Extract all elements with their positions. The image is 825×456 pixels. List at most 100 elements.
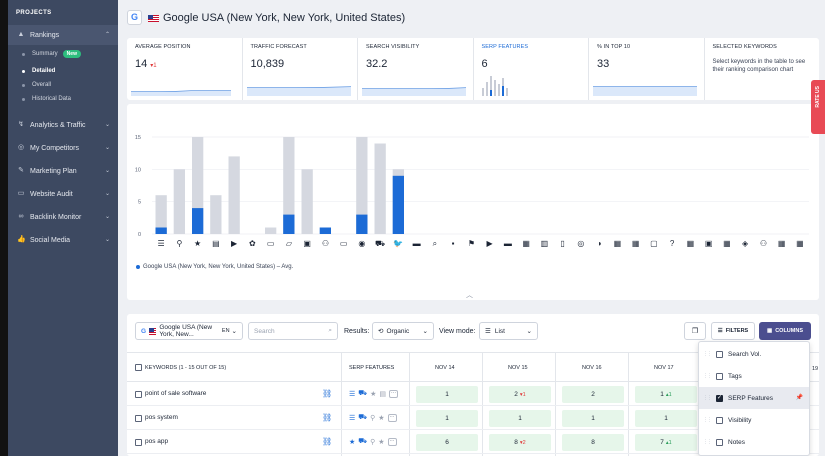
sidebar-item-social-media[interactable]: 👍 Social Media ⌄ [8, 230, 118, 250]
serp-feature-icon[interactable]: ▣ [303, 239, 311, 248]
table-row[interactable]: pos system ⛓ ☰ ⛟ ⚲ ★ ··· 1 1 1 1 [127, 407, 819, 430]
link-icon[interactable]: ⛓ [322, 413, 333, 422]
table-row[interactable]: pos app ⛓ ★ ⛟ ⚲ ★ ··· 6 8 ▾2 8 7 ▴1 [127, 431, 819, 454]
serp-feature-icon[interactable]: ★ [194, 239, 201, 248]
rate-us-tab[interactable]: RATE US [811, 80, 825, 134]
bar-avg[interactable] [356, 214, 368, 234]
more-button[interactable]: ··· [389, 389, 398, 398]
bar-total[interactable] [210, 195, 222, 234]
column-option-notes[interactable]: ⋮⋮ Notes [699, 431, 809, 453]
bar-avg[interactable] [319, 227, 331, 235]
row-checkbox[interactable] [135, 391, 142, 398]
date-header[interactable]: NOV 16 [582, 365, 602, 371]
serp-feature-icon[interactable]: ⚑ [468, 239, 475, 248]
bar-total[interactable] [301, 169, 313, 234]
serp-feature-icon[interactable]: ▦ [522, 239, 530, 248]
bar-total[interactable] [228, 156, 240, 234]
sidebar-subitem-summary[interactable]: Summary New [8, 47, 118, 61]
serp-feature-icon[interactable]: ▣ [705, 239, 713, 248]
serp-feature-icon[interactable]: ✿ [249, 239, 256, 248]
stat-serp-features[interactable]: SERP FEATURES 6 [474, 38, 589, 100]
serp-feature-icon[interactable]: ⚇ [760, 239, 767, 248]
bar-avg[interactable] [192, 208, 204, 234]
bar-total[interactable] [155, 195, 167, 234]
column-option-search-vol[interactable]: ⋮⋮ Search Vol. [699, 343, 809, 365]
chart-legend[interactable]: Google USA (New York, New York, United S… [136, 264, 293, 270]
sidebar-subitem-overall[interactable]: Overall [8, 78, 118, 92]
serp-feature-icon[interactable]: ◈ [742, 239, 749, 248]
serp-feature-icon[interactable]: ◎ [577, 239, 584, 248]
serp-feature-icon[interactable]: ? [670, 239, 675, 248]
search-input[interactable]: Search ⌕ [248, 322, 338, 340]
copy-button[interactable]: ❐ [684, 322, 706, 340]
drag-handle-icon[interactable]: ⋮⋮ [703, 439, 712, 445]
bar-total[interactable] [173, 169, 185, 234]
serp-feature-icon[interactable]: ▤ [212, 239, 220, 248]
sidebar-item-marketing-plan[interactable]: ✎ Marketing Plan ⌄ [8, 161, 118, 181]
bar-total[interactable] [374, 143, 386, 235]
more-button[interactable]: ··· [387, 437, 397, 446]
link-icon[interactable]: ⛓ [322, 437, 333, 446]
drag-handle-icon[interactable]: ⋮⋮ [703, 417, 712, 423]
date-header[interactable]: NOV 17 [654, 365, 674, 371]
stat-search-visibility[interactable]: SEARCH VISIBILITY 32.2 [358, 38, 474, 100]
serp-feature-icon[interactable]: ▭ [340, 239, 348, 248]
bar-total[interactable] [265, 227, 277, 235]
row-checkbox[interactable] [135, 415, 142, 422]
link-icon[interactable]: ⛓ [322, 389, 333, 398]
column-checkbox[interactable] [716, 394, 723, 402]
results-select[interactable]: ⟲ Organic ⌄ [372, 322, 434, 340]
bar-total[interactable] [356, 137, 368, 234]
date-header[interactable]: NOV 15 [508, 365, 528, 371]
more-button[interactable]: ··· [387, 413, 397, 422]
serp-feature-icon[interactable]: ▬ [504, 239, 512, 248]
serp-feature-icon[interactable]: ▦ [632, 239, 640, 248]
sidebar-subitem-detailed[interactable]: Detailed [8, 64, 118, 78]
serp-feature-icon[interactable]: ▦ [796, 239, 804, 248]
date-header[interactable]: NOV 14 [435, 365, 455, 371]
serp-feature-icon[interactable]: 🐦 [393, 239, 403, 248]
serp-feature-icon[interactable]: ▭ [267, 239, 275, 248]
row-checkbox[interactable] [135, 439, 142, 446]
pin-icon[interactable]: 📌 [795, 395, 803, 401]
serp-feature-icon[interactable]: ▥ [541, 239, 549, 248]
stat-top-10[interactable]: % IN TOP 10 33 [589, 38, 705, 100]
serp-feature-icon[interactable]: ▬ [413, 239, 421, 248]
table-row[interactable]: point of sale software ⛓ ☰ ⛟ ★ ▤ ··· 1 2 ▾1 2… [127, 383, 819, 406]
drag-handle-icon[interactable]: ⋮⋮ [703, 351, 712, 357]
serp-feature-icon[interactable]: ⛟ [375, 239, 385, 248]
serp-feature-icon[interactable]: ▦ [687, 239, 695, 248]
drag-handle-icon[interactable]: ⋮⋮ [703, 373, 712, 379]
serp-feature-icon[interactable]: ⌕ [433, 239, 437, 248]
column-option-serp-features[interactable]: ⋮⋮ SERP Features 📌 [699, 387, 809, 409]
keyword-text[interactable]: pos app [145, 438, 169, 445]
columns-button[interactable]: ▦ COLUMNS [759, 322, 811, 340]
serp-feature-icon[interactable]: ▦ [778, 239, 786, 248]
filters-button[interactable]: ☰ FILTERS [711, 322, 755, 340]
serp-feature-icon[interactable]: ▯ [560, 239, 564, 248]
select-all-checkbox[interactable] [135, 364, 142, 371]
sidebar-item-backlink-monitor[interactable]: ∞ Backlink Monitor ⌄ [8, 207, 118, 227]
stat-traffic-forecast[interactable]: TRAFFIC FORECAST 10,839 [243, 38, 358, 100]
keyword-text[interactable]: point of sale software [145, 390, 207, 397]
sidebar-item-rankings[interactable]: ▲ Rankings ⌃ [8, 25, 118, 45]
column-checkbox[interactable] [716, 372, 723, 380]
keywords-header[interactable]: KEYWORDS (1 - 15 OUT OF 15) [145, 365, 227, 371]
stat-average-position[interactable]: AVERAGE POSITION 14 ▾1 [127, 38, 243, 100]
serp-feature-icon[interactable]: ◑ [597, 239, 602, 248]
bar-avg[interactable] [155, 227, 167, 235]
serp-feature-icon[interactable]: ▢ [650, 239, 658, 248]
column-checkbox[interactable] [716, 350, 723, 358]
bar-avg[interactable] [283, 214, 295, 234]
serp-feature-icon[interactable]: ▶ [231, 239, 238, 248]
serp-feature-icon[interactable]: ◉ [358, 239, 365, 248]
bar-total[interactable] [192, 137, 204, 234]
serp-feature-icon[interactable]: ▦ [614, 239, 622, 248]
column-checkbox[interactable] [716, 438, 723, 446]
column-checkbox[interactable] [716, 416, 723, 424]
serp-feature-icon[interactable]: ⚇ [322, 239, 329, 248]
bar-total[interactable] [283, 137, 295, 234]
serp-feature-icon[interactable]: ▪ [452, 239, 455, 248]
sidebar-item-analytics[interactable]: ↯ Analytics & Traffic ⌄ [8, 115, 118, 135]
serp-feature-icon[interactable]: ⚲ [176, 239, 182, 248]
